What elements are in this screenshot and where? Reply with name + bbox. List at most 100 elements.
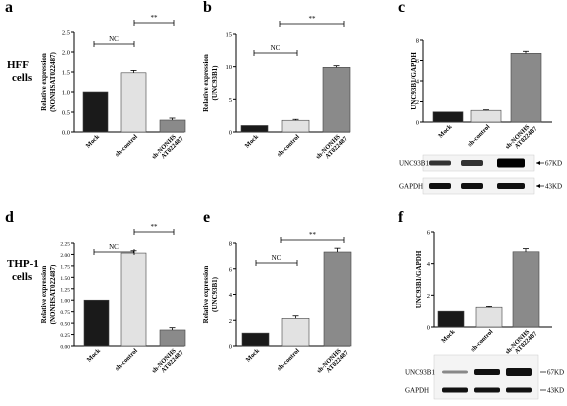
y-tick-label: 2.00 bbox=[60, 253, 70, 259]
y-tick-label: 6 bbox=[416, 58, 420, 65]
y-tick-label: 15 bbox=[226, 32, 233, 39]
blot-band bbox=[474, 387, 500, 393]
y-tick-label: 0.75 bbox=[60, 310, 70, 316]
bar bbox=[322, 67, 351, 133]
blot-band bbox=[442, 370, 468, 374]
bar bbox=[159, 119, 186, 133]
y-tick-label: 1.25 bbox=[60, 287, 70, 293]
blot-row-label: GAPDH bbox=[405, 387, 429, 395]
panel-letter: f bbox=[398, 209, 404, 226]
y-tick-label: 2 bbox=[427, 293, 430, 300]
bar bbox=[120, 252, 147, 347]
blot-size-label: 43KD bbox=[545, 183, 562, 191]
y-tick-label: 2 bbox=[416, 99, 419, 106]
y-tick-label: 6 bbox=[427, 230, 431, 237]
sig-label: ** bbox=[151, 14, 159, 22]
bar bbox=[120, 72, 147, 133]
blot-band bbox=[506, 387, 532, 393]
bar bbox=[241, 332, 270, 347]
x-tick-label: sh-control bbox=[470, 328, 495, 353]
y-tick-label: 1.75 bbox=[60, 264, 70, 270]
y-tick-label: 10 bbox=[226, 64, 233, 71]
blot-row-label: UNC93B1 bbox=[405, 369, 435, 377]
blot-band bbox=[429, 183, 451, 189]
row-label: HFF bbox=[7, 59, 29, 71]
bar bbox=[323, 251, 352, 347]
y-axis-label: Relative expression bbox=[202, 266, 210, 324]
y-tick-label: 0 bbox=[229, 344, 232, 351]
sig-label: NC bbox=[271, 44, 281, 52]
blot-band bbox=[497, 183, 525, 189]
bar bbox=[240, 125, 269, 133]
y-axis-label: (NONHSAT022487) bbox=[49, 51, 57, 111]
sig-label: ** bbox=[151, 223, 159, 231]
bar bbox=[83, 299, 110, 347]
sig-label: ** bbox=[309, 15, 317, 23]
y-tick-label: 1.50 bbox=[60, 276, 70, 282]
y-tick-label: 4 bbox=[427, 261, 431, 268]
sig-label: ** bbox=[309, 231, 317, 239]
x-tick-label: sh-control bbox=[276, 347, 301, 372]
bar bbox=[475, 306, 503, 328]
sig-label: NC bbox=[272, 254, 282, 262]
sig-label: NC bbox=[109, 243, 119, 251]
x-tick-label: Mock bbox=[245, 347, 261, 363]
bar bbox=[437, 310, 465, 328]
bar bbox=[510, 53, 542, 123]
bar bbox=[82, 91, 109, 133]
y-axis-label: (UNC93B1) bbox=[211, 65, 219, 101]
blot-band bbox=[429, 160, 451, 166]
bar bbox=[281, 119, 310, 133]
y-tick-label: 4 bbox=[416, 79, 420, 86]
y-axis-label: Relative expression bbox=[202, 54, 210, 112]
x-tick-label: Mock bbox=[86, 347, 102, 363]
y-tick-label: 1.5 bbox=[62, 70, 70, 77]
panel-letter: a bbox=[5, 0, 13, 16]
blot-band bbox=[461, 183, 483, 189]
x-tick-label: sh-control bbox=[114, 347, 139, 372]
y-tick-label: 0 bbox=[427, 325, 430, 332]
panel-letter: b bbox=[203, 0, 212, 16]
x-tick-label: Mock bbox=[244, 133, 260, 149]
y-tick-label: 2 bbox=[229, 318, 232, 325]
x-tick-label: sh-control bbox=[467, 123, 492, 148]
y-tick-label: 0.50 bbox=[60, 322, 70, 328]
bar bbox=[512, 251, 540, 328]
x-tick-label: Mock bbox=[440, 328, 456, 344]
y-axis-label: Relative expression bbox=[40, 266, 48, 324]
blot-band bbox=[442, 387, 468, 393]
row-label: cells bbox=[12, 72, 33, 84]
sig-label: NC bbox=[109, 35, 119, 43]
y-axis-label: (NONHSAT022487) bbox=[49, 264, 57, 324]
x-tick-label: Mock bbox=[437, 123, 453, 139]
y-tick-label: 4 bbox=[229, 292, 233, 299]
y-axis-label: UNC93B1/GAPDH bbox=[415, 250, 423, 308]
blot-band bbox=[474, 369, 500, 375]
row-label: cells bbox=[12, 271, 33, 283]
y-tick-label: 5 bbox=[229, 97, 232, 104]
row-label: THP-1 bbox=[7, 258, 39, 270]
y-axis-label: Relative expression bbox=[40, 53, 48, 111]
y-axis-label: UNC93B1/GAPDH bbox=[410, 52, 418, 110]
blot-row-label: GAPDH bbox=[399, 183, 423, 191]
y-tick-label: 0.5 bbox=[62, 110, 70, 117]
blot-size-label: 67KD bbox=[547, 369, 564, 377]
y-tick-label: 0.0 bbox=[62, 130, 70, 137]
blot-row-label: UNC93B1 bbox=[399, 160, 429, 168]
blot-band bbox=[461, 160, 483, 166]
x-tick-label: sh-control bbox=[114, 133, 139, 158]
x-tick-label: Mock bbox=[85, 133, 101, 149]
y-tick-label: 6 bbox=[229, 266, 233, 273]
y-tick-label: 1.00 bbox=[60, 299, 70, 305]
bar bbox=[470, 109, 502, 123]
panel-letter: e bbox=[203, 209, 210, 226]
y-tick-label: 0 bbox=[416, 120, 419, 127]
y-tick-label: 1.0 bbox=[62, 90, 70, 97]
blot-band bbox=[506, 368, 532, 376]
blot-size-label: 67KD bbox=[545, 160, 562, 168]
bar bbox=[281, 318, 310, 347]
y-tick-label: 0 bbox=[229, 130, 232, 137]
y-tick-label: 8 bbox=[416, 38, 419, 45]
bar bbox=[159, 329, 186, 347]
blot-size-label: 43KD bbox=[547, 387, 564, 395]
